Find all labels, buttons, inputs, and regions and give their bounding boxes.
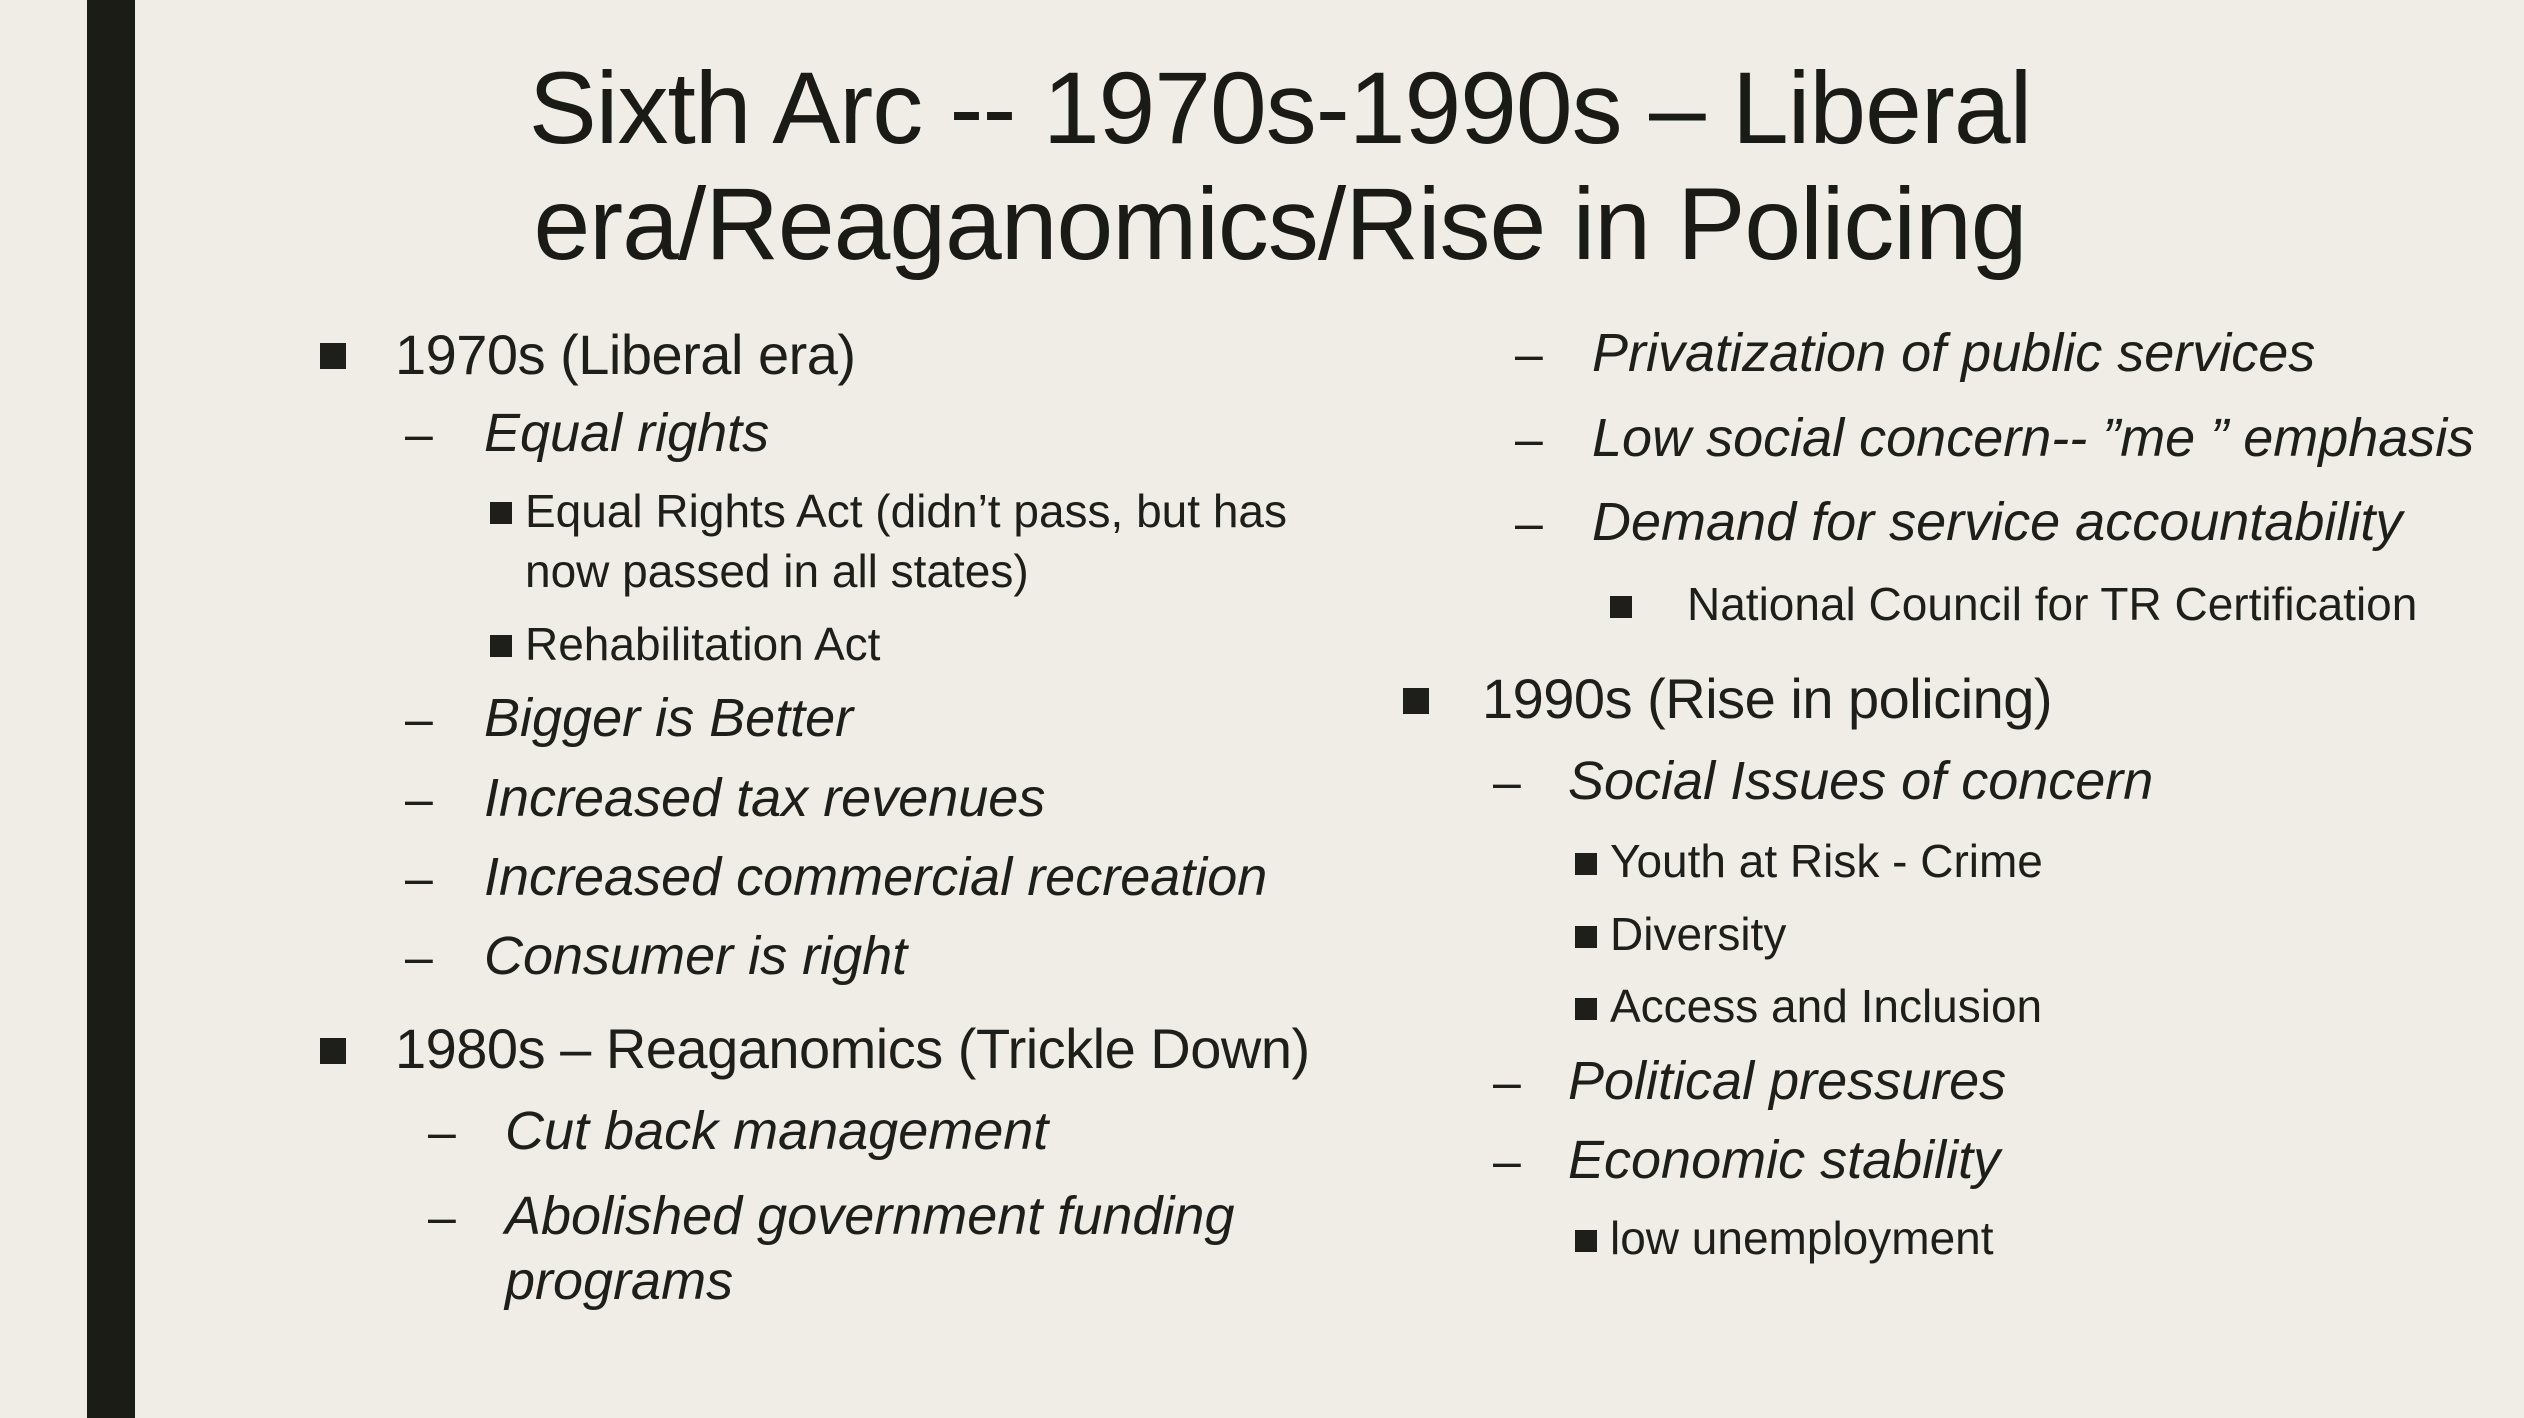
slide-title: Sixth Arc -- 1970s-1990s – Liberal era/R… [430,50,2130,282]
heading-1970s: 1970s (Liberal era) [395,323,856,386]
item-low-unemployment: low unemployment [1610,1212,1994,1264]
item-social-issues: Social Issues of concern [1568,751,2154,811]
dash-bullet-icon: – [1515,411,1543,467]
item-economic-stability: Economic stability [1568,1130,2001,1190]
slide-title-line-1: Sixth Arc -- 1970s-1990s – Liberal [528,51,2032,165]
dash-bullet-icon: – [428,1104,456,1160]
item-access-inclusion: Access and Inclusion [1610,980,2043,1032]
item-equal-rights: Equal rights [484,403,770,463]
square-bullet-icon [1610,596,1632,618]
square-bullet-icon [1575,1230,1597,1252]
dash-bullet-icon: – [1493,754,1521,810]
square-bullet-icon [1575,998,1597,1020]
item-rehabilitation-act: Rehabilitation Act [525,618,881,670]
slide-title-line-2: era/Reaganomics/Rise in Policing [533,167,2027,281]
item-abolished-funding-line-1: Abolished government funding [505,1186,1235,1246]
item-ncrtc: National Council for TR Certification [1687,578,2418,630]
dash-bullet-icon: – [1493,1133,1521,1189]
item-increased-tax-revenues: Increased tax revenues [484,768,1046,828]
dash-bullet-icon: – [1515,326,1543,382]
heading-1990s: 1990s (Rise in policing) [1482,667,2053,730]
square-bullet-icon [490,502,512,524]
square-bullet-icon [1575,926,1597,948]
item-consumer-is-right: Consumer is right [484,926,908,986]
square-bullet-icon [1575,853,1597,875]
item-equal-rights-act-line-1: Equal Rights Act (didn’t pass, but has [525,485,1287,537]
item-political-pressures: Political pressures [1568,1051,2007,1111]
square-bullet-icon [490,635,512,657]
square-bullet-icon [320,1038,346,1064]
dash-bullet-icon: – [405,929,433,985]
item-abolished-funding-line-2: programs [505,1251,734,1311]
item-diversity: Diversity [1610,908,1787,960]
item-bigger-is-better: Bigger is Better [484,688,854,748]
heading-1980s: 1980s – Reaganomics (Trickle Down) [395,1017,1310,1080]
item-demand-accountability: Demand for service accountability [1592,492,2403,552]
dash-bullet-icon: – [1493,1054,1521,1110]
dash-bullet-icon: – [405,406,433,462]
dash-bullet-icon: – [1515,495,1543,551]
square-bullet-icon [320,343,346,369]
dash-bullet-icon: – [428,1189,456,1245]
slide-accent-bar [87,0,135,1418]
dash-bullet-icon: – [405,771,433,827]
item-increased-commercial-recreation: Increased commercial recreation [484,847,1268,907]
square-bullet-icon [1403,688,1429,714]
dash-bullet-icon: – [405,691,433,747]
dash-bullet-icon: – [405,850,433,906]
item-low-social-concern: Low social concern-- ”me ” emphasis [1592,408,2475,468]
item-cut-back-management: Cut back management [505,1101,1049,1161]
item-youth-at-risk: Youth at Risk - Crime [1610,835,2043,887]
item-privatization: Privatization of public services [1592,323,2316,383]
item-equal-rights-act-line-2: now passed in all states) [525,545,1029,597]
